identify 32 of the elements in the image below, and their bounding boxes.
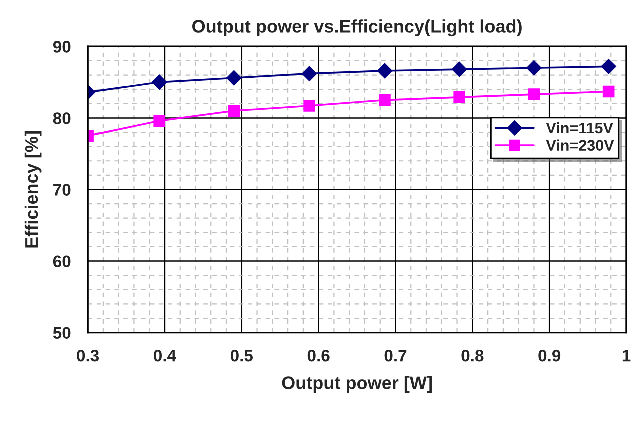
point (454, 92, 466, 104)
point (528, 88, 540, 100)
legend-label: Vin=115V (546, 122, 614, 134)
point (602, 86, 615, 98)
x-tick-label: 0.3 (77, 350, 100, 362)
point (226, 70, 242, 86)
y-tick-label: 50 (53, 327, 71, 340)
x-tick-label: 0.6 (308, 350, 330, 362)
chart-title: Output power vs.Efficiency(Light load) (192, 20, 522, 37)
y-axis-title: Efficiency [%] (24, 132, 42, 248)
x-tick-label: 0.5 (230, 350, 254, 362)
x-tick-label: 1 (622, 350, 631, 362)
point (601, 59, 616, 74)
point (228, 105, 240, 117)
point (304, 100, 316, 112)
point (379, 94, 391, 106)
point (377, 63, 393, 79)
point (154, 115, 166, 127)
point (452, 62, 468, 78)
x-tick-label: 0.7 (384, 350, 407, 362)
x-axis-title: Output power [W] (282, 376, 432, 393)
y-tick-label: 60 (53, 256, 71, 268)
x-tick-label: 0.8 (462, 350, 484, 362)
x-tick-label: 0.9 (538, 350, 561, 362)
y-tick-label: 90 (53, 41, 71, 53)
x-tick-label: 0.4 (154, 350, 176, 362)
y-tick-label: 80 (53, 112, 71, 124)
point (302, 66, 318, 82)
point (526, 60, 542, 76)
y-tick-label: 70 (54, 184, 71, 196)
legend-label: Vin=230V (546, 140, 614, 151)
point (152, 74, 168, 90)
